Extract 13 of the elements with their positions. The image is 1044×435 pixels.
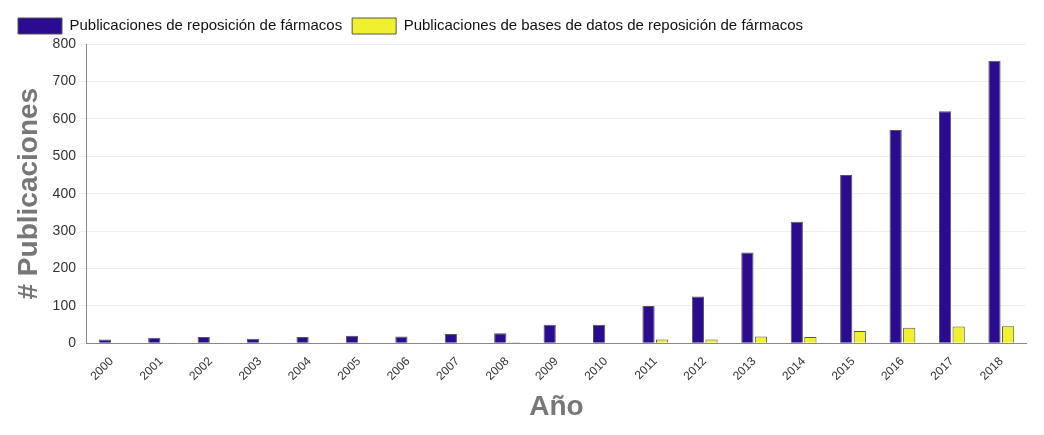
- y-tick-label: 0: [68, 334, 77, 351]
- y-tick-label: 500: [52, 147, 77, 164]
- y-tick-label: 600: [52, 109, 77, 126]
- y-tick-label: 700: [52, 72, 77, 89]
- legend-label: Publicaciones de bases de datos de reposición de fármacos: [403, 16, 804, 34]
- y-tick-label: 400: [52, 184, 77, 201]
- y-axis-title: # Publicaciones: [11, 87, 43, 300]
- y-tick-label: 300: [52, 221, 77, 238]
- legend-label: Publicaciones de reposición de fármacos: [69, 16, 343, 34]
- x-axis-title: Año: [529, 389, 584, 421]
- y-tick-label: 800: [52, 34, 77, 51]
- y-tick-label: 100: [52, 296, 77, 313]
- y-tick-label: 200: [52, 259, 77, 276]
